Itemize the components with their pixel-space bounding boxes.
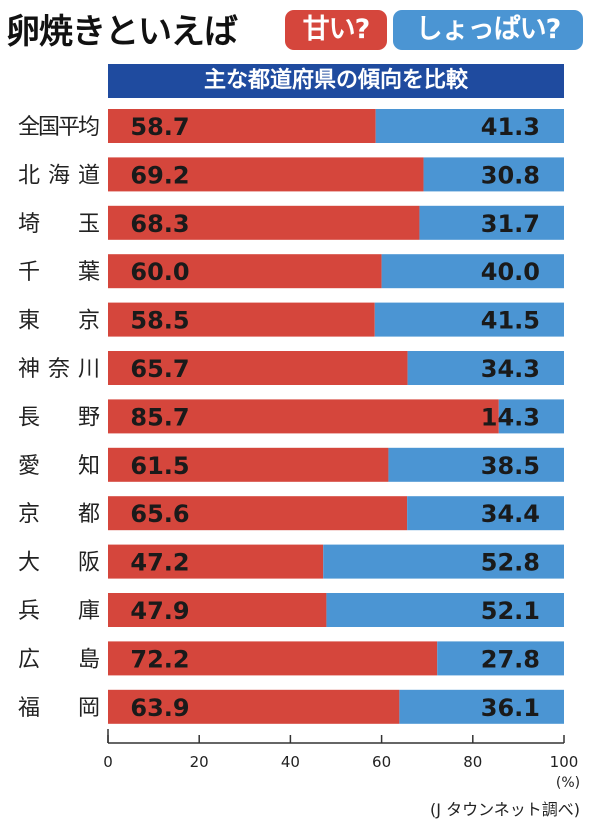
category-label: 広 島 bbox=[18, 647, 100, 672]
sweet-bar bbox=[108, 447, 389, 482]
sweet-value-label: 72.2 bbox=[130, 645, 189, 673]
chart-subtitle: 主な都道府県の傾向を比較 bbox=[108, 64, 564, 98]
sweet-value-label: 85.7 bbox=[130, 403, 189, 431]
category-label: 愛 知 bbox=[18, 454, 100, 479]
sweet-value-label: 63.9 bbox=[130, 694, 189, 722]
salty-bar bbox=[326, 593, 564, 627]
sweet-value-label: 47.2 bbox=[130, 549, 189, 577]
salty-bar bbox=[323, 544, 564, 579]
category-label: 北 海 道 bbox=[18, 163, 100, 188]
sweet-bar bbox=[108, 496, 408, 531]
category-label: 埼 玉 bbox=[18, 212, 100, 237]
sweet-bar bbox=[108, 399, 499, 434]
sweet-bar bbox=[108, 205, 420, 240]
salty-value-label: 41.3 bbox=[481, 113, 540, 141]
salty-value-label: 34.4 bbox=[481, 500, 540, 528]
x-tick-label: 80 bbox=[463, 753, 482, 771]
salty-badge: しょっぱい? bbox=[393, 10, 583, 50]
salty-bar bbox=[423, 157, 564, 192]
sweet-bar bbox=[108, 109, 376, 143]
salty-value-label: 36.1 bbox=[481, 694, 540, 722]
category-label: 福 岡 bbox=[18, 696, 100, 721]
page-title: 卵焼きといえば bbox=[6, 12, 238, 52]
x-tick-label: 100 bbox=[550, 753, 579, 771]
salty-value-label: 52.8 bbox=[481, 549, 540, 577]
salty-bar bbox=[419, 205, 564, 240]
salty-value-label: 14.3 bbox=[481, 403, 540, 431]
category-label: 千 葉 bbox=[18, 260, 100, 285]
salty-bar bbox=[381, 254, 564, 289]
sweet-value-label: 60.0 bbox=[130, 258, 189, 286]
sweet-bar bbox=[108, 593, 327, 627]
sweet-value-label: 58.5 bbox=[130, 307, 189, 335]
salty-value-label: 40.0 bbox=[481, 258, 540, 286]
sweet-value-label: 61.5 bbox=[130, 452, 189, 480]
x-tick-label: 0 bbox=[103, 753, 113, 771]
category-label: 大 阪 bbox=[18, 551, 100, 576]
sweet-value-label: 58.7 bbox=[130, 113, 189, 141]
salty-value-label: 31.7 bbox=[481, 210, 540, 238]
salty-bar bbox=[375, 109, 564, 143]
category-label: 東 京 bbox=[18, 309, 100, 334]
salty-bar bbox=[388, 447, 564, 482]
category-label: 神 奈 川 bbox=[18, 357, 100, 382]
category-label: 兵 庫 bbox=[18, 599, 100, 624]
sweet-value-label: 65.6 bbox=[130, 500, 189, 528]
sweet-bar bbox=[108, 641, 438, 676]
salty-bar bbox=[437, 641, 564, 676]
x-tick-label: 40 bbox=[281, 753, 300, 771]
sweet-bar bbox=[108, 157, 424, 192]
sweet-bar bbox=[108, 351, 408, 385]
x-tick-label: 20 bbox=[190, 753, 209, 771]
sweet-value-label: 47.9 bbox=[130, 597, 189, 625]
salty-bar bbox=[374, 302, 564, 337]
salty-value-label: 52.1 bbox=[481, 597, 540, 625]
sweet-bar bbox=[108, 689, 400, 724]
category-label: 全国平均 bbox=[18, 115, 100, 140]
source-credit: (J タウンネット調べ) bbox=[430, 800, 580, 819]
x-unit-label: (%) bbox=[556, 775, 580, 791]
salty-bar bbox=[498, 399, 564, 434]
sweet-value-label: 69.2 bbox=[130, 161, 189, 189]
sweet-bar bbox=[108, 254, 382, 289]
sweet-value-label: 68.3 bbox=[130, 210, 189, 238]
salty-value-label: 27.8 bbox=[481, 645, 540, 673]
sweet-bar bbox=[108, 302, 375, 337]
salty-bar bbox=[407, 496, 564, 531]
category-label: 京 都 bbox=[18, 502, 100, 527]
salty-value-label: 30.8 bbox=[481, 161, 540, 189]
salty-value-label: 41.5 bbox=[481, 307, 540, 335]
category-label: 長 野 bbox=[18, 405, 100, 430]
salty-value-label: 38.5 bbox=[481, 452, 540, 480]
salty-bar bbox=[399, 689, 564, 724]
sweet-badge: 甘い? bbox=[285, 10, 387, 50]
sweet-bar bbox=[108, 544, 324, 579]
salty-value-label: 34.3 bbox=[481, 355, 540, 383]
sweet-value-label: 65.7 bbox=[130, 355, 189, 383]
salty-bar bbox=[407, 351, 564, 385]
x-tick-label: 60 bbox=[372, 753, 391, 771]
